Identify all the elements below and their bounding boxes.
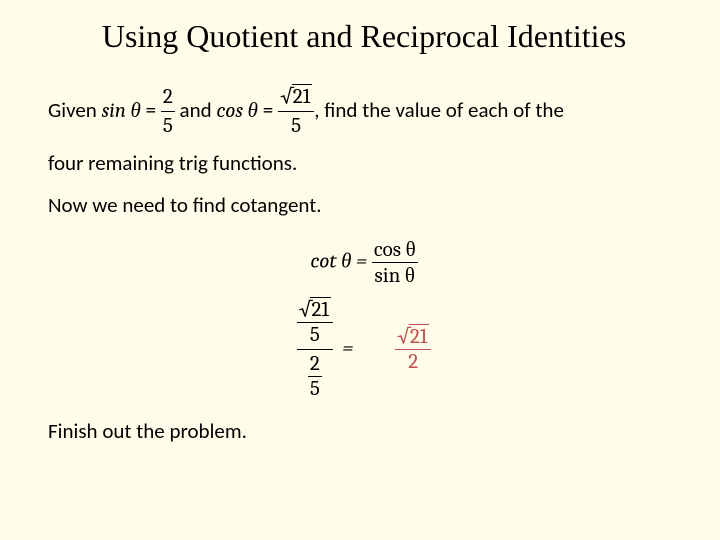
- eq2: =: [258, 97, 278, 123]
- given-prefix: Given: [48, 97, 102, 123]
- cos-den: 5: [278, 111, 314, 140]
- cos-frac: √215: [278, 83, 314, 141]
- cos-lhs: cos θ: [216, 99, 258, 123]
- bot-frac: 2 5: [308, 352, 322, 401]
- need-line: Now we need to find cotangent.: [48, 191, 680, 219]
- cos-num: √21: [278, 83, 314, 111]
- cot-den: sin θ: [372, 262, 418, 288]
- sin-lhs: sin θ: [102, 99, 141, 123]
- work-eq: =: [342, 337, 353, 361]
- sin-frac: 25: [161, 83, 175, 141]
- top-num: √21: [297, 298, 333, 322]
- eq1: =: [141, 97, 161, 123]
- top-rad: 21: [310, 297, 331, 322]
- sin-num: 2: [161, 83, 175, 111]
- given-suffix: , find the value of each of the: [314, 97, 564, 123]
- cot-num: cos θ: [372, 237, 418, 262]
- outer-den: 2 5: [297, 352, 333, 401]
- bot-num: 2: [308, 352, 322, 376]
- cos-rad: 21: [292, 84, 313, 109]
- outer-num: √21 5: [297, 298, 333, 347]
- top-frac: √21 5: [297, 298, 333, 347]
- finish-line: Finish out the problem.: [48, 417, 680, 445]
- given-mid: and: [175, 97, 217, 123]
- given-line-2: four remaining trig functions.: [48, 149, 680, 177]
- sqrt-icon: √21: [397, 325, 429, 349]
- sqrt-icon: √21: [280, 83, 312, 111]
- complex-frac: √21 5 2 5: [297, 298, 333, 401]
- sqrt-icon: √21: [299, 298, 331, 322]
- ans-rad: 21: [409, 324, 430, 349]
- main-bar: [297, 349, 333, 350]
- given-line-1: Given sin θ = 25 and cos θ = √215, find …: [48, 83, 680, 141]
- ans-num: √21: [395, 325, 431, 349]
- cot-eq: =: [351, 250, 371, 274]
- work-equation: √21 5 2 5 = √21 2: [48, 298, 680, 401]
- cot-frac: cos θsin θ: [372, 237, 418, 288]
- ans-den: 2: [395, 349, 431, 374]
- top-den: 5: [297, 322, 333, 347]
- sin-den: 5: [161, 111, 175, 140]
- slide: Using Quotient and Reciprocal Identities…: [0, 0, 720, 474]
- answer-frac: √21 2: [395, 325, 431, 374]
- slide-title: Using Quotient and Reciprocal Identities: [48, 18, 680, 55]
- cot-definition: cot θ = cos θsin θ: [48, 237, 680, 288]
- bot-den: 5: [308, 376, 322, 401]
- cot-lhs: cot θ: [310, 250, 351, 274]
